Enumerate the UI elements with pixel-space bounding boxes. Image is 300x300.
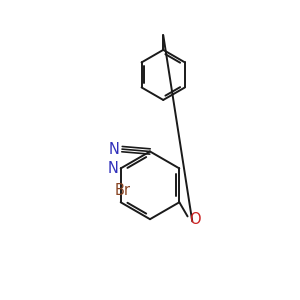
Text: O: O xyxy=(189,212,201,227)
Text: Br: Br xyxy=(114,183,130,198)
Text: N: N xyxy=(109,142,120,157)
Text: N: N xyxy=(107,161,118,176)
